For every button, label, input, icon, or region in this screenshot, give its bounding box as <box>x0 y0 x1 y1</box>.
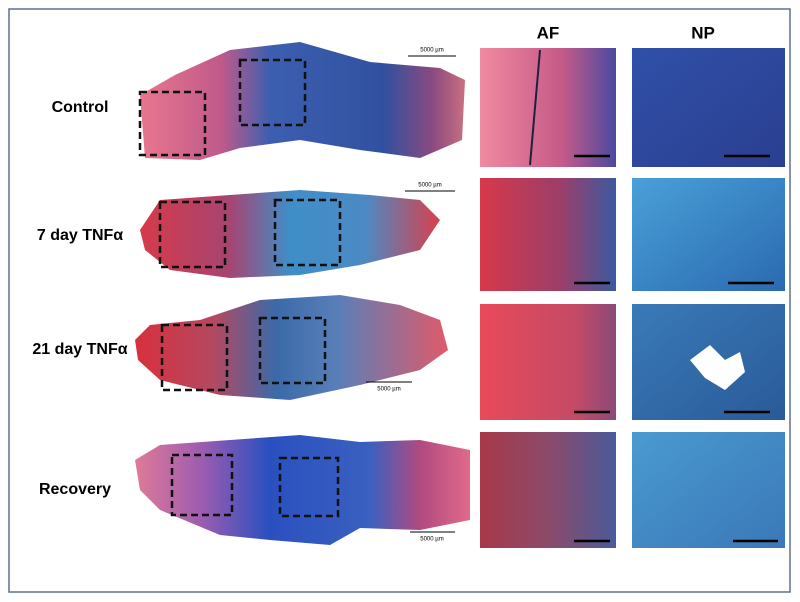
af-region-box <box>138 90 207 157</box>
scale-bar-label: 5000 µm <box>377 387 400 393</box>
np-image <box>632 48 785 167</box>
row-label: Control <box>52 99 109 116</box>
tissue-section <box>135 435 470 545</box>
af-image <box>480 432 616 548</box>
row-label: 21 day TNFα <box>32 341 127 358</box>
scale-bar-label: 5000 µm <box>420 537 443 543</box>
row-label: Recovery <box>39 481 111 498</box>
af-image <box>480 48 616 167</box>
crack <box>529 49 541 166</box>
column-header: AF <box>537 23 560 42</box>
np-region-box <box>278 456 340 518</box>
np-image <box>632 432 785 548</box>
af-region-box <box>170 453 234 517</box>
row-label: 7 day TNFα <box>37 227 123 244</box>
af-image <box>480 304 616 420</box>
column-header: NP <box>691 23 715 42</box>
af-image <box>480 178 616 291</box>
scale-bar-label: 5000 µm <box>418 183 441 189</box>
np-image <box>632 178 785 291</box>
scale-bar-label: 5000 µm <box>420 48 443 54</box>
tissue-section <box>135 295 448 400</box>
tissue-section <box>140 190 440 278</box>
tissue-gap <box>690 345 745 390</box>
tissue-section <box>140 42 465 160</box>
